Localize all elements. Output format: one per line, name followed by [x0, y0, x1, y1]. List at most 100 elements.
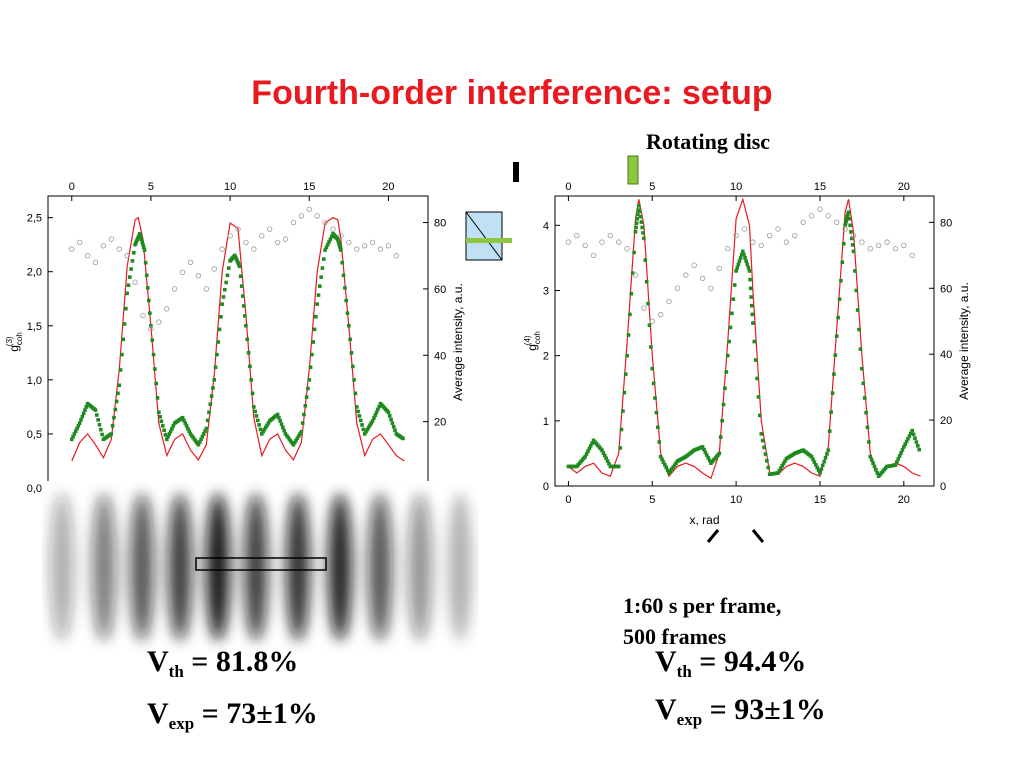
experiment-point	[899, 451, 903, 455]
intensity-point	[850, 232, 857, 239]
y-tick-label: 3	[543, 285, 549, 297]
experiment-point	[116, 391, 120, 396]
experiment-point	[717, 451, 722, 456]
fringe-band	[206, 493, 230, 641]
intensity-point	[92, 259, 99, 266]
intensity-point	[148, 326, 154, 332]
experiment-point	[328, 237, 333, 242]
experiment-point	[265, 423, 269, 428]
experiment-point	[188, 432, 193, 436]
experiment-point	[362, 432, 367, 436]
intensity-point	[884, 239, 890, 245]
experiment-point	[897, 454, 902, 458]
experiment-point	[583, 454, 587, 459]
fringe-selection-box	[195, 557, 327, 571]
experiment-point	[356, 409, 360, 414]
experiment-point	[237, 264, 242, 269]
y2-tick-label: 20	[434, 417, 446, 429]
experiment-point	[911, 432, 916, 437]
intensity-point	[195, 272, 202, 279]
experiment-point	[834, 334, 839, 338]
experiment-point	[192, 437, 197, 442]
intensity-point	[800, 219, 806, 226]
y-tick-label: 0,5	[27, 429, 42, 441]
intensity-point	[733, 232, 739, 239]
experiment-point	[201, 432, 206, 436]
intensity-point	[624, 246, 630, 252]
experiment-point	[339, 248, 343, 252]
experiment-point	[369, 421, 374, 425]
y-axis-label-sub: coh	[533, 331, 542, 344]
experiment-point	[149, 323, 153, 328]
experiment-point	[197, 440, 202, 444]
experiment-point	[308, 365, 313, 370]
intensity-point	[657, 311, 664, 318]
intensity-point	[901, 242, 907, 249]
experiment-point	[386, 410, 391, 415]
experiment-point	[329, 234, 334, 239]
experiment-point	[240, 294, 245, 298]
fringe-band	[244, 493, 268, 641]
x-top-tick-label: 0	[565, 181, 571, 193]
experiment-point	[221, 295, 226, 299]
experiment-point	[319, 275, 323, 279]
theory-curve	[568, 197, 921, 480]
experiment-point	[871, 461, 875, 465]
experiment-point	[138, 234, 143, 239]
experiment-point	[749, 303, 754, 308]
experiment-point	[779, 466, 783, 470]
experiment-point	[843, 221, 848, 225]
experiment-point	[255, 418, 260, 423]
intensity-point	[909, 252, 915, 259]
experiment-point	[182, 418, 186, 423]
y-axis-label: gcoh(3)	[5, 332, 24, 352]
experiment-point	[290, 441, 294, 445]
experiment-point	[640, 225, 645, 230]
frames-note-line1: 1:60 s per frame,	[623, 593, 782, 618]
experiment-point	[245, 337, 250, 342]
experiment-point	[857, 327, 861, 332]
experiment-point	[777, 468, 782, 473]
experiment-point	[823, 455, 828, 460]
laser-beam-icon	[466, 238, 512, 243]
experiment-point	[311, 340, 316, 344]
x-top-tick-label: 20	[382, 181, 394, 193]
experiment-point	[630, 271, 635, 275]
experiment-point	[760, 438, 765, 443]
intensity-point	[766, 232, 773, 239]
experiment-point	[849, 230, 853, 234]
chart-g3: 0 5 10 15 20 0,0 0,5 1,0 1,5 2,0 2,5 20 40 60 80 Averag…	[5, 181, 465, 495]
intensity-point	[834, 219, 840, 226]
experiment-point	[840, 260, 845, 265]
experiment-point	[632, 250, 636, 255]
experiment-point	[199, 437, 203, 442]
experiment-point	[75, 426, 79, 431]
experiment-point	[335, 237, 340, 242]
experiment-point	[306, 386, 310, 391]
experiment-point	[282, 428, 286, 433]
experiment-point	[913, 436, 917, 441]
experiment-point	[643, 258, 648, 262]
experiment-point	[756, 395, 761, 399]
plot-frame	[47, 195, 429, 489]
experiment-point	[257, 423, 261, 427]
experiment-point	[357, 414, 362, 418]
intensity-point	[187, 259, 194, 266]
experiment-point	[147, 298, 151, 303]
experiment-point	[751, 321, 755, 325]
experiment-point	[829, 410, 833, 414]
experiment-point	[299, 429, 304, 434]
experiment-point	[657, 440, 662, 444]
experiment-point	[738, 256, 743, 260]
experiment-point	[744, 259, 748, 263]
intensity-point	[842, 226, 848, 232]
intensity-point	[84, 253, 91, 259]
formula-right-theory: Vth = 94.4%	[655, 645, 806, 682]
experiment-point	[236, 260, 240, 265]
intensity-point	[124, 253, 130, 259]
experiment-point	[72, 432, 77, 436]
experiment-point	[900, 448, 905, 452]
x-top-tick-label: 20	[898, 181, 910, 193]
experiment-point	[96, 418, 100, 422]
experiment-point	[252, 405, 256, 409]
